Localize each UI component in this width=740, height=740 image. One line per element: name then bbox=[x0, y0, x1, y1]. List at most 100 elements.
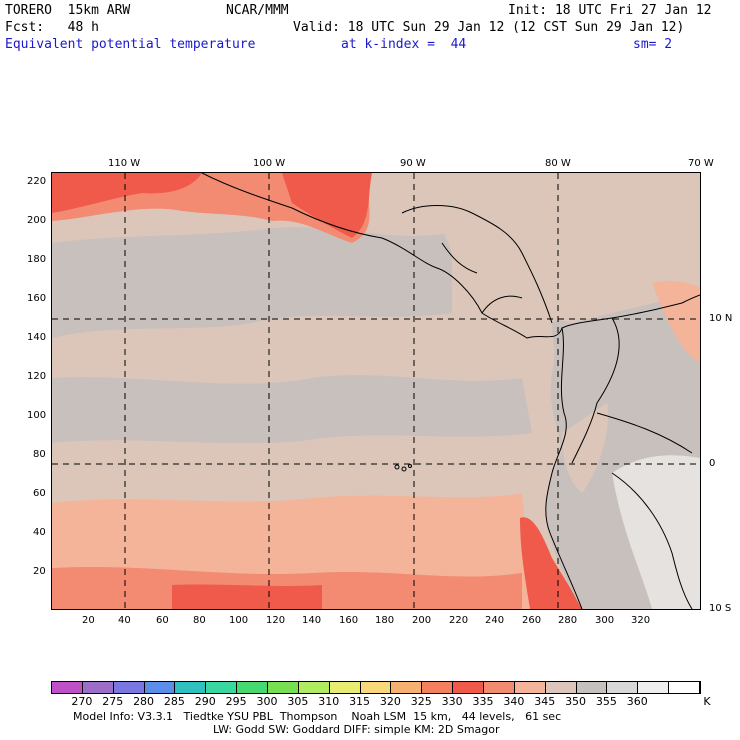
init-time: Init: 18 UTC Fri 27 Jan 12 bbox=[508, 3, 712, 18]
lon-label-100w: 100 W bbox=[253, 158, 286, 169]
colorbar-label: 315 bbox=[349, 695, 371, 708]
x-tick-label: 80 bbox=[193, 615, 206, 626]
colorbar-label: 280 bbox=[133, 695, 155, 708]
colorbar-swatch bbox=[576, 682, 608, 693]
colorbar-swatch bbox=[144, 682, 176, 693]
colorbar-swatch bbox=[268, 682, 299, 693]
colorbar-swatch bbox=[360, 682, 392, 693]
colorbar-label: 360 bbox=[626, 695, 648, 708]
colorbar-label: 345 bbox=[534, 695, 556, 708]
colorbar-unit: K bbox=[703, 695, 711, 708]
caribbean-coastline bbox=[401, 205, 553, 324]
colorbar-label: 355 bbox=[595, 695, 617, 708]
level-label: at k-index = 44 bbox=[341, 37, 467, 52]
colorbar-swatch bbox=[484, 682, 515, 693]
model-info: Model Info: V3.3.1 Tiedtke YSU PBL Thomp… bbox=[73, 710, 562, 723]
y-tick-label: 20 bbox=[33, 566, 46, 577]
y-tick-label: 120 bbox=[27, 371, 47, 382]
colorbar-swatch bbox=[175, 682, 207, 693]
smoothing-label: sm= 2 bbox=[633, 37, 673, 52]
x-tick-label: 180 bbox=[375, 615, 395, 626]
country-border bbox=[596, 412, 693, 454]
valid-time: Valid: 18 UTC Sun 29 Jan 12 (12 CST Sun … bbox=[293, 20, 685, 35]
x-tick-label: 120 bbox=[266, 615, 286, 626]
very-hot-region bbox=[52, 173, 202, 213]
x-tick-label: 320 bbox=[631, 615, 651, 626]
galapagos-island bbox=[394, 464, 400, 470]
colorbar-label: 285 bbox=[163, 695, 185, 708]
y-tick-label: 80 bbox=[33, 449, 46, 460]
colorbar-swatch bbox=[206, 682, 238, 693]
very-hot-region bbox=[282, 173, 372, 238]
galapagos-island bbox=[401, 466, 407, 472]
y-tick-label: 40 bbox=[33, 527, 46, 538]
y-tick-label: 140 bbox=[27, 332, 47, 343]
x-tick-label: 160 bbox=[339, 615, 359, 626]
x-tick-label: 140 bbox=[302, 615, 322, 626]
model-title: TORERO 15km ARW bbox=[5, 3, 131, 18]
cool-region bbox=[52, 227, 452, 338]
x-tick-label: 260 bbox=[522, 615, 542, 626]
colorbar-label: 270 bbox=[71, 695, 93, 708]
colorbar-label: 340 bbox=[503, 695, 525, 708]
lon-label-80w: 80 W bbox=[545, 158, 571, 169]
x-tick-label: 40 bbox=[118, 615, 131, 626]
colorbar-label: 275 bbox=[102, 695, 124, 708]
y-tick-label: 160 bbox=[27, 293, 47, 304]
colorbar-label: 335 bbox=[472, 695, 494, 708]
x-tick-label: 240 bbox=[485, 615, 505, 626]
colorbar-swatch bbox=[422, 682, 454, 693]
x-tick-label: 20 bbox=[82, 615, 95, 626]
colorbar-label: 300 bbox=[256, 695, 278, 708]
very-hot-region bbox=[172, 584, 322, 609]
land-region bbox=[612, 455, 700, 609]
y-tick-label: 100 bbox=[27, 410, 47, 421]
colorbar-swatch bbox=[514, 682, 546, 693]
field-name: Equivalent potential temperature bbox=[5, 37, 256, 52]
lat-label-10n: 10 N bbox=[709, 313, 733, 324]
country-border bbox=[571, 317, 620, 464]
galapagos-island bbox=[408, 464, 412, 468]
y-tick-label: 200 bbox=[27, 215, 47, 226]
theta-e-map bbox=[52, 173, 700, 609]
country-border bbox=[611, 472, 693, 609]
sea-region bbox=[432, 183, 700, 323]
center-label: NCAR/MMM bbox=[226, 3, 289, 18]
land-region bbox=[562, 403, 608, 493]
colorbar-swatch bbox=[669, 682, 701, 693]
colorbar-label: 295 bbox=[225, 695, 247, 708]
x-tick-label: 100 bbox=[229, 615, 249, 626]
pacific-coastline bbox=[201, 173, 700, 339]
lon-label-90w: 90 W bbox=[400, 158, 426, 169]
lon-label-70w: 70 W bbox=[688, 158, 714, 169]
x-tick-label: 220 bbox=[449, 615, 469, 626]
colorbar-swatch bbox=[607, 682, 639, 693]
x-tick-label: 60 bbox=[156, 615, 169, 626]
colorbar-swatch bbox=[545, 682, 577, 693]
lon-label-110w: 110 W bbox=[108, 158, 141, 169]
colorbar bbox=[51, 681, 701, 694]
colorbar-label: 290 bbox=[194, 695, 216, 708]
country-border bbox=[441, 242, 478, 274]
warm-region bbox=[652, 280, 700, 363]
cool-region bbox=[52, 375, 532, 444]
very-hot-region bbox=[520, 517, 582, 609]
country-border bbox=[481, 295, 523, 314]
colorbar-label: 320 bbox=[379, 695, 401, 708]
lat-label-0: 0 bbox=[709, 458, 716, 469]
map-panel bbox=[51, 172, 701, 610]
x-tick-label: 300 bbox=[595, 615, 615, 626]
colorbar-swatch bbox=[638, 682, 670, 693]
colorbar-swatch bbox=[329, 682, 361, 693]
colorbar-swatch bbox=[237, 682, 269, 693]
colorbar-label: 325 bbox=[410, 695, 432, 708]
colorbar-label: 330 bbox=[441, 695, 463, 708]
colorbar-swatch bbox=[453, 682, 485, 693]
x-tick-label: 200 bbox=[412, 615, 432, 626]
y-tick-label: 180 bbox=[27, 254, 47, 265]
south-america-coastline bbox=[545, 327, 583, 609]
colorbar-label: 305 bbox=[287, 695, 309, 708]
y-tick-label: 60 bbox=[33, 488, 46, 499]
physics-info: LW: Godd SW: Goddard DIFF: simple KM: 2D… bbox=[213, 723, 500, 736]
y-tick-label: 220 bbox=[27, 176, 47, 187]
